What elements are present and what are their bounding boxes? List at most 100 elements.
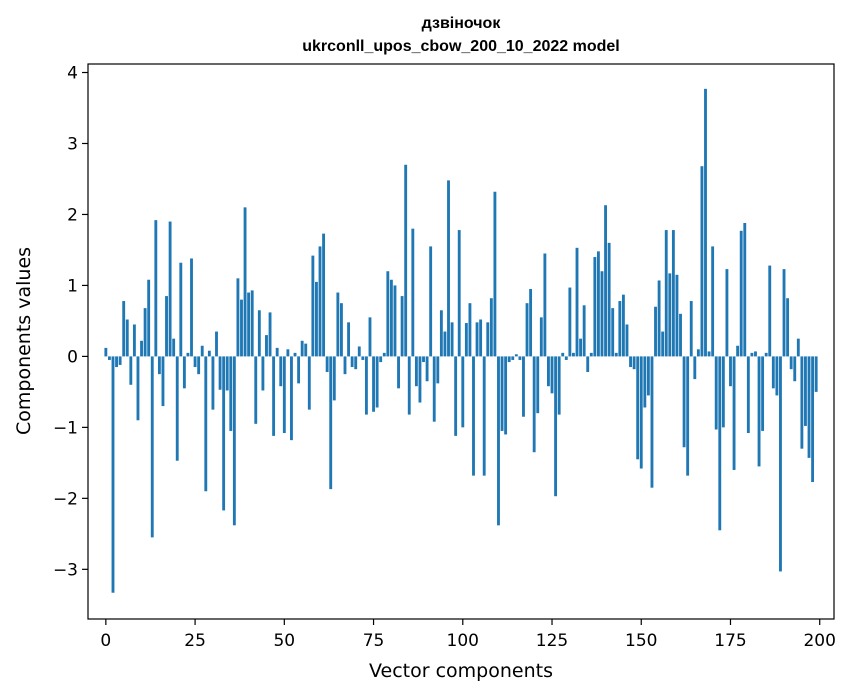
bar-48 [275,347,279,357]
bar-3 [115,356,118,368]
bar-51 [286,349,290,357]
bar-47 [272,356,276,436]
bar-146 [625,324,629,357]
bar-171 [714,356,718,430]
bar-69 [350,356,354,368]
x-tick-label: 0 [100,631,111,651]
bar-76 [375,356,379,408]
bar-28 [204,356,208,492]
bar-100 [461,356,465,428]
bar-44 [261,356,265,391]
bar-157 [664,230,668,357]
bar-129 [564,356,568,360]
bar-190 [782,269,786,357]
bar-5 [122,301,126,357]
y-tick-label: 4 [67,64,78,84]
y-tick-label: −3 [53,560,78,580]
bar-17 [165,296,168,357]
bar-33 [222,356,226,511]
bar-158 [668,273,672,357]
bar-138 [596,251,600,357]
bar-52 [290,356,293,441]
bar-152 [646,356,650,396]
bar-85 [407,356,411,415]
bar-156 [661,331,665,357]
bar-80 [389,279,393,357]
bar-181 [750,352,754,357]
bar-135 [586,356,590,373]
bar-82 [397,356,400,389]
bar-136 [589,352,593,357]
bar-63 [329,356,333,490]
bar-188 [775,356,779,396]
bar-35 [229,356,233,431]
bar-195 [800,356,804,449]
bar-9 [136,356,140,421]
bar-94 [439,310,443,357]
bar-66 [340,303,343,357]
bar-123 [543,253,547,357]
bar-25 [193,356,197,368]
bar-92 [432,356,436,422]
bar-145 [621,294,625,357]
bar-169 [707,351,711,357]
bar-58 [311,255,315,357]
bar-105 [479,319,483,357]
bar-12 [147,279,151,357]
bar-172 [718,356,722,531]
bar-21 [179,262,183,357]
bar-180 [746,356,750,434]
bar-38 [240,299,243,357]
bar-110 [497,356,500,526]
bar-189 [779,356,782,572]
chart-subtitle: ukrconll_upos_cbow_200_10_2022 model [302,38,619,55]
bar-103 [472,356,475,476]
bar-131 [572,352,575,357]
bar-89 [422,356,425,363]
bar-18 [168,221,172,357]
bar-177 [736,345,740,357]
bar-186 [768,265,772,357]
bar-43 [257,310,261,357]
bar-24 [190,258,193,357]
x-tick-label: 200 [803,631,835,651]
bar-151 [643,356,647,408]
bar-75 [372,356,375,412]
y-tick-label: 1 [67,276,78,296]
bar-121 [536,356,540,414]
bar-74 [368,317,372,357]
bar-128 [561,352,565,357]
bar-115 [514,354,518,357]
x-tick-label: 75 [363,631,385,651]
bar-49 [279,356,283,387]
bar-13 [150,356,154,538]
y-tick-label: 2 [67,205,78,225]
bar-57 [307,356,311,410]
bar-122 [539,317,543,357]
bar-42 [254,356,258,424]
bar-83 [400,296,404,357]
bar-56 [304,343,308,357]
bar-148 [632,356,636,370]
bar-132 [575,247,579,357]
bar-142 [611,308,615,357]
bar-7 [129,356,133,385]
bar-106 [482,356,486,476]
bar-34 [225,356,229,391]
bar-111 [500,356,504,431]
bar-117 [522,356,525,417]
bar-109 [493,191,497,357]
bar-14 [154,220,158,357]
bar-168 [704,88,707,357]
bar-87 [414,356,418,387]
bar-55 [300,340,304,357]
bar-20 [175,356,179,461]
bar-65 [336,292,340,357]
bar-137 [593,257,597,357]
bar-41 [250,290,254,357]
y-tick-label: −1 [53,418,78,438]
bar-62 [325,356,329,373]
bar-160 [675,274,679,357]
bar-176 [732,356,736,470]
bar-191 [786,298,790,357]
